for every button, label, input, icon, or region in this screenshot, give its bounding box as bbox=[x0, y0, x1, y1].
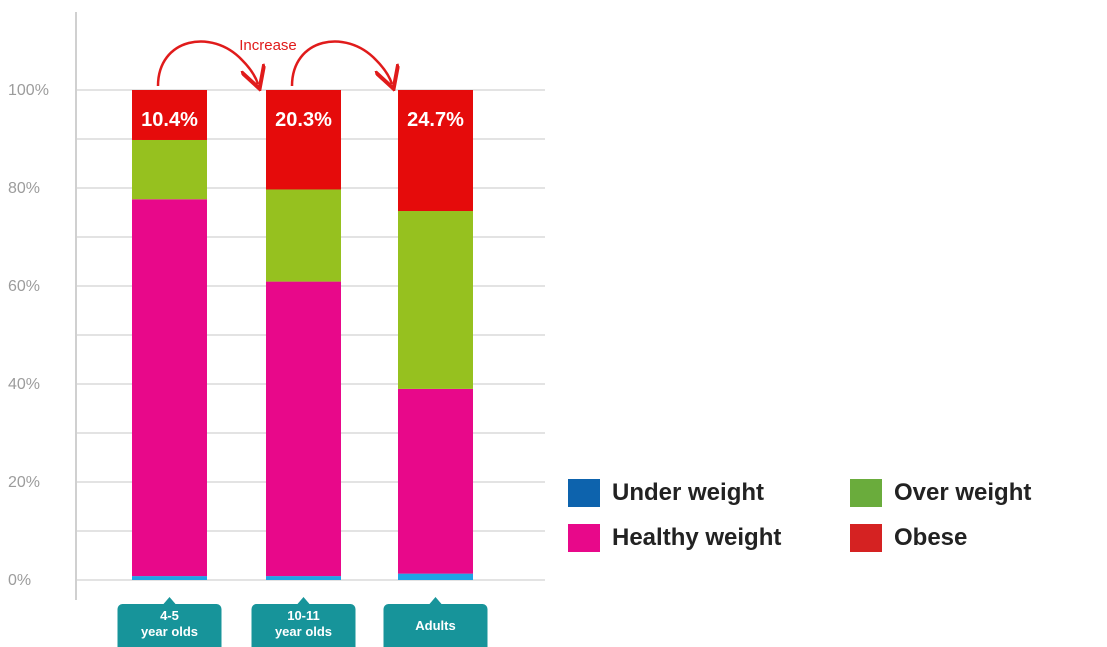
category-label-line: year olds bbox=[275, 624, 332, 639]
chart-legend: Under weight Over weight Healthy weight … bbox=[568, 478, 1088, 558]
category-label: 10-11 year olds bbox=[275, 608, 332, 639]
category-label: Adults bbox=[415, 618, 455, 633]
legend-item-obese: Obese bbox=[850, 523, 967, 553]
legend-swatch-healthy-weight bbox=[568, 524, 600, 552]
bar-segment-obese bbox=[398, 90, 473, 212]
category-badge bbox=[117, 604, 222, 647]
category-badge-pointer bbox=[429, 597, 442, 604]
y-tick-label: 100% bbox=[8, 82, 49, 99]
data-label: 20.3% bbox=[275, 109, 332, 131]
bar-segment-over-weight bbox=[266, 189, 341, 282]
increase-arrow bbox=[290, 40, 392, 86]
legend-label-healthy-weight: Healthy weight bbox=[612, 524, 782, 551]
y-tick-label: 60% bbox=[8, 278, 40, 295]
y-tick-label: 40% bbox=[8, 376, 40, 393]
bar-segment-under-weight bbox=[398, 573, 473, 580]
bar-segment-under-weight bbox=[266, 576, 341, 580]
bar-segment-obese bbox=[266, 90, 341, 190]
category-badge bbox=[383, 604, 488, 647]
category-label-line: 4-5 bbox=[160, 608, 179, 623]
data-label: 10.4% bbox=[141, 109, 198, 131]
y-tick-label: 20% bbox=[8, 474, 40, 491]
bar-segment-healthy-weight bbox=[266, 281, 341, 577]
category-badge-pointer bbox=[297, 597, 310, 604]
legend-swatch-under-weight bbox=[568, 479, 600, 507]
legend-label-over-weight: Over weight bbox=[894, 479, 1032, 506]
legend-swatch-obese bbox=[850, 524, 882, 552]
category-badge-pointer bbox=[163, 597, 176, 604]
legend-label-under-weight: Under weight bbox=[612, 479, 765, 506]
bar-segment-under-weight bbox=[132, 576, 207, 580]
y-tick-label: 0% bbox=[8, 572, 31, 589]
increase-annotation: Increase bbox=[239, 37, 297, 54]
bar-segment-healthy-weight bbox=[132, 199, 207, 577]
category-badge bbox=[251, 604, 356, 647]
bar-segment-obese bbox=[132, 90, 207, 140]
bar-segment-over-weight bbox=[132, 139, 207, 200]
bar-segment-healthy-weight bbox=[398, 388, 473, 574]
increase-arrow bbox=[156, 40, 258, 86]
legend-item-over-weight: Over weight bbox=[850, 478, 1031, 508]
category-label: 4-5 year olds bbox=[141, 608, 198, 639]
category-label-line: 10-11 bbox=[287, 608, 320, 623]
y-tick-label: 80% bbox=[8, 180, 40, 197]
data-label: 24.7% bbox=[407, 109, 464, 131]
legend-item-healthy-weight: Healthy weight bbox=[568, 523, 781, 553]
category-label-line: year olds bbox=[141, 624, 198, 639]
legend-item-under-weight: Under weight bbox=[568, 478, 764, 508]
legend-swatch-over-weight bbox=[850, 479, 882, 507]
legend-label-obese: Obese bbox=[894, 524, 968, 551]
bar-segment-over-weight bbox=[398, 211, 473, 389]
